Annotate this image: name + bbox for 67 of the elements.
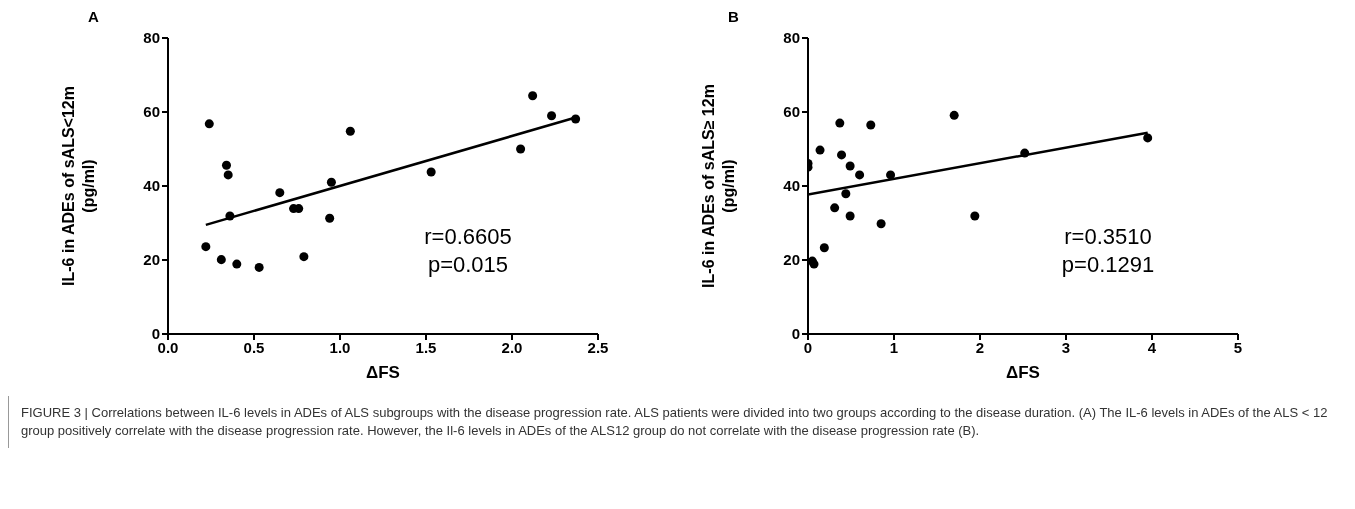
- point: [1020, 148, 1030, 158]
- y-tick-label: 80: [143, 29, 160, 47]
- x-tick-label: 0: [803, 338, 813, 356]
- point: [325, 213, 335, 223]
- point: [204, 119, 214, 129]
- x-tick-label: 3: [1061, 338, 1071, 356]
- point: [345, 126, 355, 136]
- annotation: p=0.1291: [1060, 251, 1156, 279]
- x-tick-label: 1.0: [329, 338, 351, 356]
- point: [855, 170, 865, 180]
- x-tick-label: 5: [1233, 338, 1243, 356]
- annotation: p=0.015: [426, 251, 510, 279]
- point: [216, 255, 226, 265]
- point: [815, 145, 825, 155]
- point: [1143, 133, 1153, 143]
- y-tick-label: 60: [783, 103, 800, 121]
- point: [528, 91, 538, 101]
- point: [221, 160, 231, 170]
- point: [547, 111, 557, 121]
- x-axis-title: ΔFS: [366, 363, 400, 382]
- caption: FIGURE 3 | Correlations between IL-6 levels in ADEs of ALS subgroups with the disease progression rate. ALS patients were divided into two groups according to the disease duration. (A) The IL-6 levels in ADEs of the ALS < 12 group positively correlate with the disease progression rate. However, the Il-6 levels in ADEs of the ALS12 group do not correlate with the disease progression rate (B).: [21, 404, 1329, 440]
- point: [232, 259, 242, 269]
- point: [970, 211, 980, 221]
- point: [299, 252, 309, 262]
- point: [819, 243, 829, 253]
- x-tick-label: 2: [975, 338, 985, 356]
- y-tick-label: 80: [783, 29, 800, 47]
- y-tick-label: 40: [783, 177, 800, 195]
- point: [571, 114, 581, 124]
- y-axis-title: IL-6 in ADEs of sALS<12m (pg/ml): [60, 86, 97, 286]
- point: [426, 167, 436, 177]
- point: [830, 203, 840, 213]
- chart-title: B: [728, 8, 739, 25]
- point: [225, 211, 235, 221]
- x-tick-label: 0.5: [243, 338, 265, 356]
- x-tick-label: 4: [1147, 338, 1157, 356]
- point: [866, 120, 876, 130]
- point: [837, 150, 847, 160]
- point: [876, 219, 886, 229]
- x-tick-label: 2.0: [501, 338, 523, 356]
- point: [516, 144, 526, 154]
- x-tick-label: 1.5: [415, 338, 437, 356]
- y-tick-label: 20: [143, 251, 160, 269]
- point: [845, 211, 855, 221]
- point: [223, 170, 233, 180]
- point: [275, 188, 285, 198]
- point: [326, 177, 336, 187]
- y-tick-label: 0: [791, 325, 800, 343]
- point: [949, 110, 959, 120]
- point: [201, 242, 211, 252]
- y-tick-label: 20: [783, 251, 800, 269]
- x-tick-label: 1: [889, 338, 899, 356]
- x-tick-label: 2.5: [587, 338, 609, 356]
- annotation: r=0.6605: [423, 223, 513, 251]
- y-axis-title: IL-6 in ADEs of sALS≥ 12m (pg/ml): [700, 84, 737, 288]
- chart-title: A: [88, 8, 99, 25]
- y-tick-label: 40: [143, 177, 160, 195]
- y-tick-label: 0: [151, 325, 160, 343]
- point: [841, 189, 851, 199]
- point: [886, 170, 896, 180]
- x-tick-label: 0.0: [157, 338, 179, 356]
- point: [845, 161, 855, 171]
- annotation: r=0.3510: [1063, 223, 1153, 251]
- point: [254, 262, 264, 272]
- x-axis-title: ΔFS: [1006, 363, 1040, 382]
- point: [835, 118, 845, 128]
- y-tick-label: 60: [143, 103, 160, 121]
